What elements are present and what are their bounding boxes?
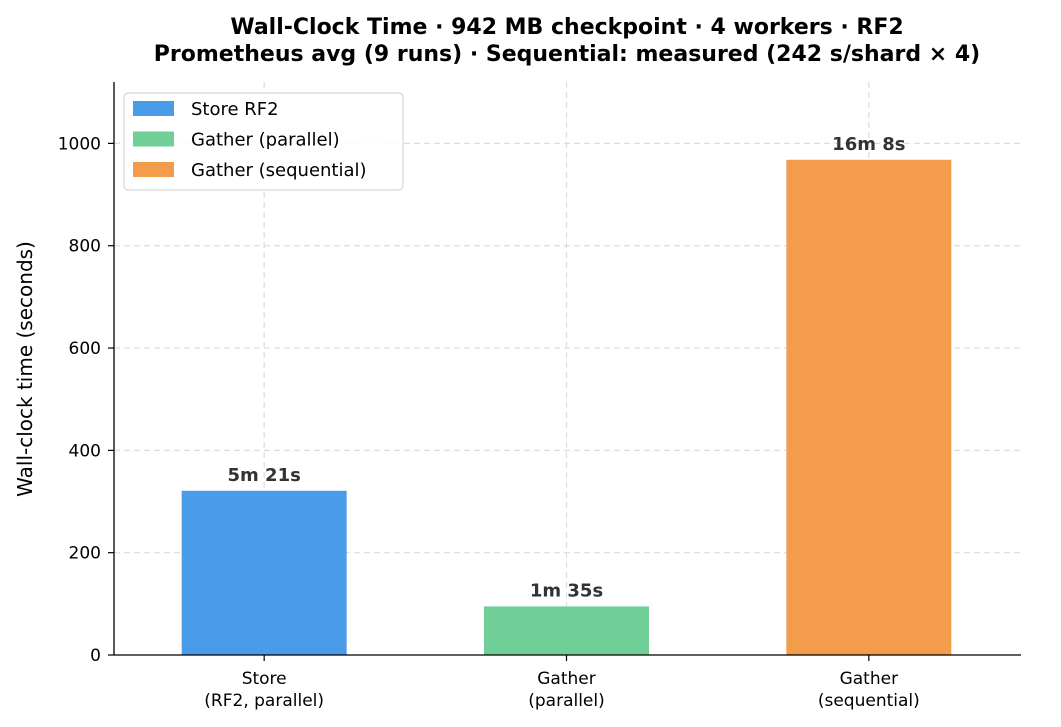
chart-title-line-1: Wall-Clock Time · 942 MB checkpoint · 4 … xyxy=(230,15,903,40)
bar xyxy=(484,606,649,655)
y-axis-label: Wall-clock time (seconds) xyxy=(13,241,37,497)
legend-swatch xyxy=(133,162,174,177)
y-ticks: 0 200 400 600 800 1000 xyxy=(58,134,114,666)
x-tick-label: Gather xyxy=(537,669,595,689)
x-tick-label: (RF2, parallel) xyxy=(204,691,324,711)
bar xyxy=(181,490,347,655)
data-label: 1m 35s xyxy=(530,580,603,601)
x-tick-label: Store xyxy=(242,669,287,689)
legend-swatch xyxy=(133,131,174,147)
chart-title-line-2: Prometheus avg (9 runs) · Sequential: me… xyxy=(154,42,980,67)
data-label: 16m 8s xyxy=(832,134,905,155)
x-tick-label: (parallel) xyxy=(528,691,605,711)
x-ticks: Store(RF2, parallel)Gather(parallel)Gath… xyxy=(204,655,920,711)
y-tick-label: 0 xyxy=(90,646,101,666)
legend-label: Gather (sequential) xyxy=(191,160,367,181)
y-tick-label: 400 xyxy=(69,441,101,461)
data-labels: 5m 21s 1m 35s 16m 8s xyxy=(228,134,906,602)
axes xyxy=(113,82,1021,656)
bars xyxy=(181,159,952,655)
y-tick-label: 800 xyxy=(69,237,101,257)
x-tick-label: (sequential) xyxy=(818,691,920,711)
bar xyxy=(786,159,952,655)
legend-label: Gather (parallel) xyxy=(191,130,340,151)
y-tick-label: 600 xyxy=(69,339,101,359)
y-tick-label: 1000 xyxy=(58,134,101,154)
legend-label: Store RF2 xyxy=(191,99,279,120)
legend-box xyxy=(123,92,404,191)
y-tick-label: 200 xyxy=(69,544,101,564)
legend-swatch xyxy=(133,101,174,116)
legend: Store RF2 Gather (parallel) Gather (sequen… xyxy=(123,92,404,191)
x-tick-label: Gather xyxy=(840,669,898,689)
data-label: 5m 21s xyxy=(228,465,301,486)
